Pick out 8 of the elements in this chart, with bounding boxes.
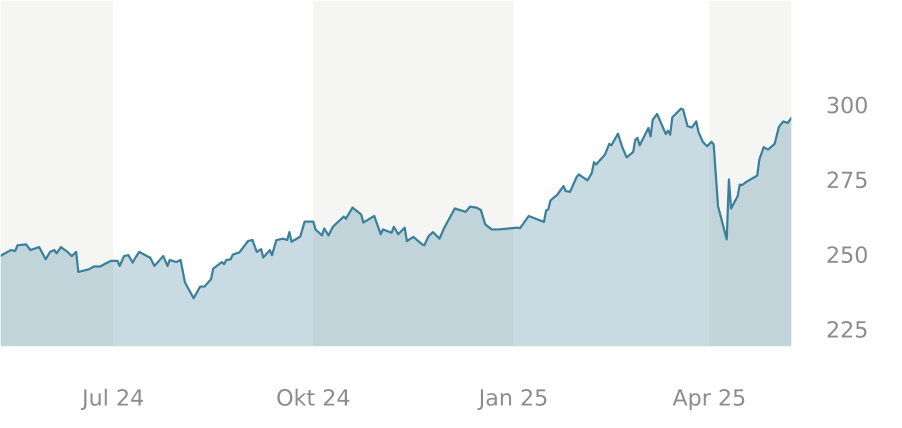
x-tick-label: Jul 24 xyxy=(80,388,143,410)
y-tick-label: 250 xyxy=(828,246,867,264)
y-tick-label: 300 xyxy=(828,96,867,114)
y-tick-label: 275 xyxy=(828,171,866,188)
y-tick-label: 225 xyxy=(828,321,866,338)
x-tick-label: Jan 25 xyxy=(478,389,546,410)
x-tick-label: Okt 24 xyxy=(277,388,350,406)
x-tick-label: Apr 25 xyxy=(672,389,744,410)
